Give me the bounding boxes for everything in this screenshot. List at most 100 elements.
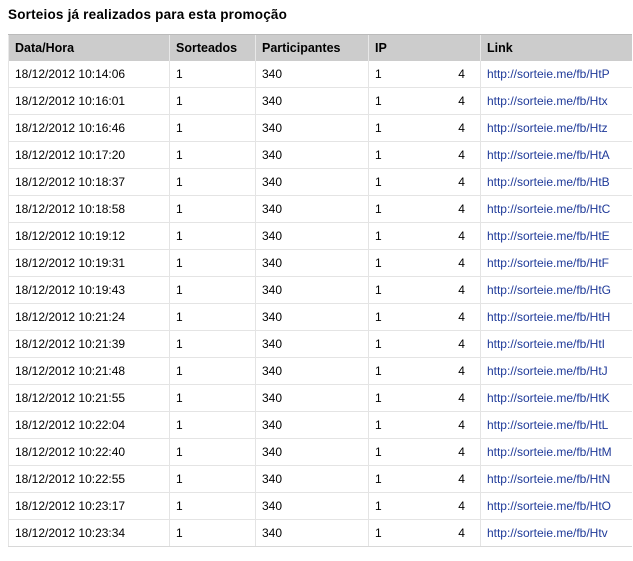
- draw-link[interactable]: http://sorteie.me/fb/Htv: [486, 526, 608, 540]
- link-cell: http://sorteie.me/fb/Htv: [479, 519, 632, 547]
- ip-count-cell: 4: [404, 384, 481, 412]
- ip-count-cell: 4: [404, 465, 481, 493]
- link-cell: http://sorteie.me/fb/HtL: [479, 411, 632, 439]
- draw-link[interactable]: http://sorteie.me/fb/HtK: [486, 391, 610, 405]
- participantes-cell: 340: [255, 519, 369, 547]
- table-row: 18/12/2012 10:23:34 1 340 1 4 http://sorteie.…: [8, 519, 632, 547]
- ip-count-cell: 4: [404, 330, 481, 358]
- draw-link[interactable]: http://sorteie.me/fb/HtA: [486, 148, 610, 162]
- sorteados-cell: 1: [169, 384, 256, 412]
- draw-link[interactable]: http://sorteie.me/fb/HtB: [486, 175, 610, 189]
- participantes-cell: 340: [255, 411, 369, 439]
- link-cell: http://sorteie.me/fb/HtE: [479, 222, 632, 250]
- table-row: 18/12/2012 10:21:48 1 340 1 4 http://sorteie.…: [8, 357, 632, 385]
- sorteados-cell: 1: [169, 465, 256, 493]
- sorteados-cell: 1: [169, 330, 256, 358]
- link-cell: http://sorteie.me/fb/HtH: [479, 303, 632, 331]
- draw-link[interactable]: http://sorteie.me/fb/Htz: [486, 121, 608, 135]
- datetime-cell: 18/12/2012 10:21:24: [8, 303, 170, 331]
- ip-count-cell: 4: [404, 168, 481, 196]
- draws-table: Data/Hora Sorteados Participantes IP Lin…: [8, 34, 632, 547]
- ip-count-cell: 4: [404, 411, 481, 439]
- participantes-cell: 340: [255, 303, 369, 331]
- datetime-cell: 18/12/2012 10:23:17: [8, 492, 170, 520]
- table-row: 18/12/2012 10:18:37 1 340 1 4 http://sorteie.…: [8, 168, 632, 196]
- sorteados-cell: 1: [169, 141, 256, 169]
- datetime-cell: 18/12/2012 10:21:55: [8, 384, 170, 412]
- draw-link[interactable]: http://sorteie.me/fb/HtN: [486, 472, 611, 486]
- sorteados-cell: 1: [169, 303, 256, 331]
- link-cell: http://sorteie.me/fb/HtF: [479, 249, 632, 277]
- draw-link[interactable]: http://sorteie.me/fb/HtP: [486, 67, 610, 81]
- datetime-cell: 18/12/2012 10:18:58: [8, 195, 170, 223]
- ip-count-cell: 4: [404, 141, 481, 169]
- sorteados-cell: 1: [169, 61, 256, 88]
- ip-cell: 1: [368, 114, 405, 142]
- link-cell: http://sorteie.me/fb/HtI: [479, 330, 632, 358]
- draw-link[interactable]: http://sorteie.me/fb/HtF: [486, 256, 610, 270]
- table-row: 18/12/2012 10:19:43 1 340 1 4 http://sorteie.…: [8, 276, 632, 304]
- draw-link[interactable]: http://sorteie.me/fb/HtM: [486, 445, 612, 459]
- ip-cell: 1: [368, 87, 405, 115]
- participantes-cell: 340: [255, 357, 369, 385]
- header-link: Link: [479, 34, 632, 61]
- table-row: 18/12/2012 10:21:24 1 340 1 4 http://sorteie.…: [8, 303, 632, 331]
- sorteados-cell: 1: [169, 87, 256, 115]
- ip-count-cell: 4: [404, 519, 481, 547]
- link-cell: http://sorteie.me/fb/Htx: [479, 87, 632, 115]
- datetime-cell: 18/12/2012 10:21:48: [8, 357, 170, 385]
- participantes-cell: 340: [255, 168, 369, 196]
- link-cell: http://sorteie.me/fb/HtO: [479, 492, 632, 520]
- header-ip: IP: [368, 34, 481, 61]
- draw-link[interactable]: http://sorteie.me/fb/HtL: [486, 418, 609, 432]
- draw-link[interactable]: http://sorteie.me/fb/Htx: [486, 94, 608, 108]
- ip-cell: 1: [368, 438, 405, 466]
- ip-cell: 1: [368, 222, 405, 250]
- draw-link[interactable]: http://sorteie.me/fb/HtI: [486, 337, 606, 351]
- table-row: 18/12/2012 10:22:55 1 340 1 4 http://sorteie.…: [8, 465, 632, 493]
- sorteados-cell: 1: [169, 168, 256, 196]
- sorteados-cell: 1: [169, 114, 256, 142]
- table-row: 18/12/2012 10:21:39 1 340 1 4 http://sorteie.…: [8, 330, 632, 358]
- ip-count-cell: 4: [404, 195, 481, 223]
- ip-count-cell: 4: [404, 222, 481, 250]
- table-row: 18/12/2012 10:17:20 1 340 1 4 http://sorteie.…: [8, 141, 632, 169]
- sorteados-cell: 1: [169, 249, 256, 277]
- table-row: 18/12/2012 10:22:04 1 340 1 4 http://sorteie.…: [8, 411, 632, 439]
- datetime-cell: 18/12/2012 10:16:01: [8, 87, 170, 115]
- header-participantes: Participantes: [255, 34, 369, 61]
- sorteados-cell: 1: [169, 438, 256, 466]
- datetime-cell: 18/12/2012 10:19:12: [8, 222, 170, 250]
- table-row: 18/12/2012 10:22:40 1 340 1 4 http://sorteie.…: [8, 438, 632, 466]
- table-row: 18/12/2012 10:16:01 1 340 1 4 http://sorteie.…: [8, 87, 632, 115]
- link-cell: http://sorteie.me/fb/HtA: [479, 141, 632, 169]
- datetime-cell: 18/12/2012 10:19:31: [8, 249, 170, 277]
- link-cell: http://sorteie.me/fb/Htz: [479, 114, 632, 142]
- sorteados-cell: 1: [169, 357, 256, 385]
- draw-link[interactable]: http://sorteie.me/fb/HtH: [486, 310, 611, 324]
- ip-cell: 1: [368, 330, 405, 358]
- ip-cell: 1: [368, 276, 405, 304]
- table-row: 18/12/2012 10:23:17 1 340 1 4 http://sorteie.…: [8, 492, 632, 520]
- sorteados-cell: 1: [169, 411, 256, 439]
- datetime-cell: 18/12/2012 10:23:34: [8, 519, 170, 547]
- participantes-cell: 340: [255, 222, 369, 250]
- ip-cell: 1: [368, 168, 405, 196]
- page-title: Sorteios já realizados para esta promoçã…: [8, 7, 288, 22]
- draw-link[interactable]: http://sorteie.me/fb/HtC: [486, 202, 611, 216]
- participantes-cell: 340: [255, 465, 369, 493]
- draw-link[interactable]: http://sorteie.me/fb/HtO: [486, 499, 612, 513]
- datetime-cell: 18/12/2012 10:21:39: [8, 330, 170, 358]
- link-cell: http://sorteie.me/fb/HtG: [479, 276, 632, 304]
- table-row: 18/12/2012 10:18:58 1 340 1 4 http://sorteie.…: [8, 195, 632, 223]
- link-cell: http://sorteie.me/fb/HtK: [479, 384, 632, 412]
- ip-count-cell: 4: [404, 87, 481, 115]
- datetime-cell: 18/12/2012 10:19:43: [8, 276, 170, 304]
- datetime-cell: 18/12/2012 10:22:04: [8, 411, 170, 439]
- draw-link[interactable]: http://sorteie.me/fb/HtJ: [486, 364, 608, 378]
- ip-count-cell: 4: [404, 249, 481, 277]
- draw-link[interactable]: http://sorteie.me/fb/HtE: [486, 229, 610, 243]
- draw-link[interactable]: http://sorteie.me/fb/HtG: [486, 283, 612, 297]
- link-cell: http://sorteie.me/fb/HtB: [479, 168, 632, 196]
- ip-cell: 1: [368, 303, 405, 331]
